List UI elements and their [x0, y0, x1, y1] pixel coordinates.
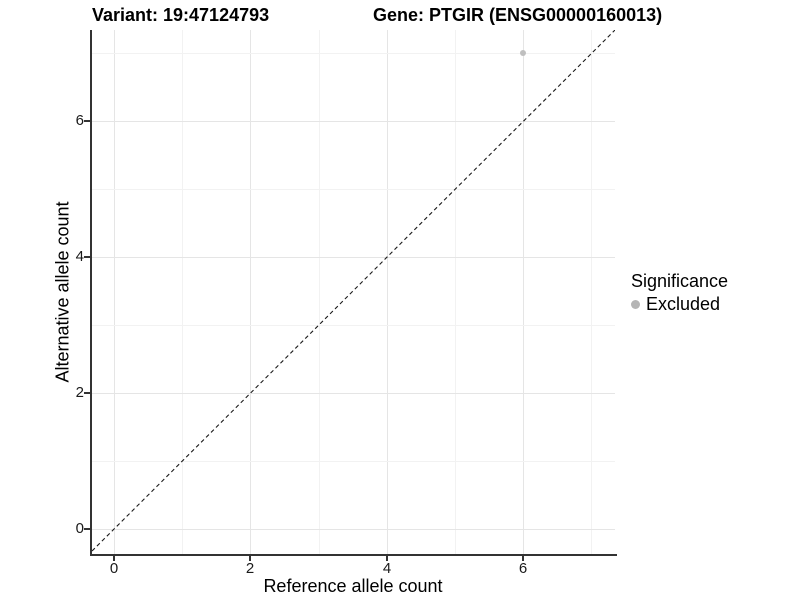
x-tick-label: 4 — [382, 560, 392, 577]
gridline-x-major — [114, 30, 115, 554]
y-axis-line — [90, 30, 92, 556]
y-tick-mark — [84, 392, 90, 394]
y-tick-label: 6 — [75, 112, 84, 129]
gridline-x-minor — [182, 30, 183, 554]
legend-entry-label: Excluded — [646, 294, 721, 314]
gridline-x-major — [523, 30, 524, 554]
gridline-x-major — [250, 30, 251, 554]
gridline-y-minor — [92, 53, 615, 54]
x-tick-mark — [249, 556, 251, 561]
y-tick-mark — [84, 256, 90, 258]
gridline-y-major — [92, 529, 615, 530]
gridline-y-minor — [92, 461, 615, 462]
data-point-excluded — [520, 50, 526, 56]
x-tick-mark — [522, 556, 524, 561]
gridline-y-minor — [92, 325, 615, 326]
x-tick-mark — [386, 556, 388, 561]
x-tick-label: 2 — [245, 560, 255, 577]
gridline-y-major — [92, 257, 615, 258]
x-axis-line — [90, 554, 617, 556]
legend-entry-excluded: Excluded — [631, 294, 728, 314]
gridline-x-minor — [455, 30, 456, 554]
x-tick-label: 0 — [109, 560, 119, 577]
gridline-x-minor — [319, 30, 320, 554]
legend: Significance Excluded — [631, 270, 728, 314]
plot-panel — [92, 30, 615, 554]
y-tick-mark — [84, 528, 90, 530]
x-tick-label: 6 — [518, 560, 528, 577]
plot-title-variant: Variant: 19:47124793 — [92, 5, 270, 25]
legend-point-icon — [631, 299, 640, 309]
identity-line — [92, 30, 615, 552]
x-tick-mark — [113, 556, 115, 561]
y-tick-mark — [84, 120, 90, 122]
y-tick-label: 0 — [75, 520, 84, 537]
legend-title: Significance — [631, 271, 729, 291]
gridline-y-major — [92, 393, 615, 394]
gridline-x-minor — [591, 30, 592, 554]
y-axis-title: Alternative allele count — [52, 201, 73, 383]
gridline-x-major — [387, 30, 388, 554]
y-tick-label: 2 — [75, 384, 84, 401]
gridline-y-major — [92, 121, 615, 122]
gridline-y-minor — [92, 189, 615, 190]
panel-canvas — [92, 30, 615, 552]
x-axis-title: Reference allele count — [263, 576, 443, 596]
plot-title-gene: Gene: PTGIR (ENSG00000160013) — [373, 5, 663, 25]
y-tick-label: 4 — [75, 248, 84, 265]
